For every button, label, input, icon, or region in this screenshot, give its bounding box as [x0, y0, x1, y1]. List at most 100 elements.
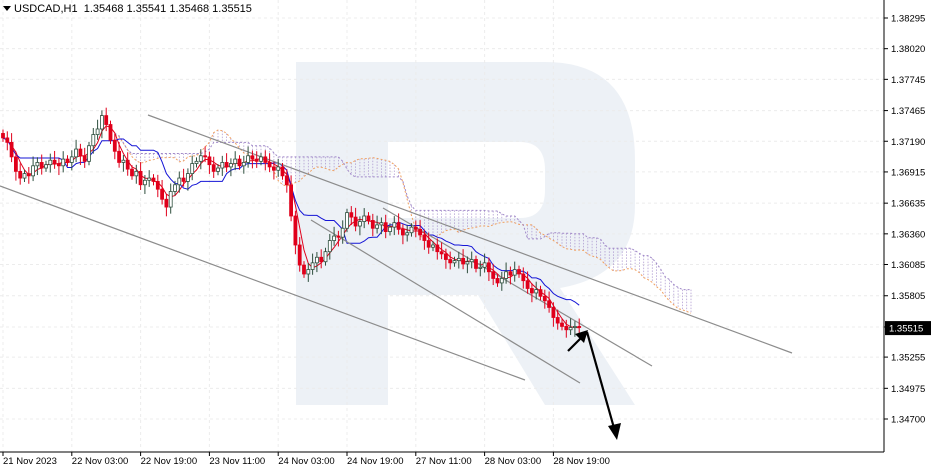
forecast-arrowhead-down [608, 423, 621, 440]
candle-body [57, 163, 61, 167]
candle-body [130, 168, 134, 177]
candle-body [31, 165, 36, 177]
candle-body [388, 226, 392, 233]
trend-line [382, 207, 653, 367]
x-tick-label: 24 Nov 19:00 [347, 456, 404, 467]
x-tick-label: 28 Nov 19:00 [553, 456, 610, 467]
candlestick-series [1, 107, 582, 338]
candle-body [448, 259, 453, 264]
candle-body [478, 266, 483, 269]
y-tick-label: 1.36915 [891, 167, 925, 178]
candle-body [276, 166, 281, 171]
y-tick-label: 1.36360 [891, 229, 925, 240]
candle-body [314, 256, 319, 264]
trend-line [0, 185, 526, 381]
candle-body [310, 262, 315, 270]
candle-body [332, 235, 337, 241]
candle-body [125, 159, 130, 170]
candle-body [254, 158, 259, 162]
candle-body [564, 326, 569, 331]
candle-body [405, 232, 410, 236]
candle-body [267, 162, 272, 168]
ichimoku-cloud [114, 129, 692, 314]
x-tick-label: 24 Nov 03:00 [278, 456, 335, 467]
candle-body [138, 170, 143, 186]
candle-body [112, 139, 117, 152]
candle-body [517, 269, 521, 275]
candle-body [486, 262, 491, 273]
candle-body [44, 164, 48, 169]
candle-body [323, 251, 328, 263]
candle-body [61, 158, 66, 167]
candle-body [237, 158, 242, 167]
candle-body [203, 155, 208, 158]
candle-body [151, 177, 156, 182]
y-tick-label: 1.37465 [891, 106, 925, 117]
candle-body [465, 261, 470, 265]
candle-body [568, 327, 573, 331]
candle-body [435, 244, 440, 253]
y-tick-label: 1.35805 [891, 291, 925, 302]
candle-body [284, 175, 289, 186]
x-tick-label: 23 Nov 11:00 [209, 456, 265, 467]
candle-body [413, 226, 418, 230]
candle-body [173, 184, 177, 192]
candle-body [495, 278, 500, 284]
candle-body [224, 162, 229, 168]
forecast-arrows [567, 330, 621, 440]
candle-body [431, 244, 435, 248]
candle-body [577, 326, 582, 328]
candle-body [147, 177, 152, 181]
candle-body [5, 137, 10, 143]
candle-body [508, 271, 513, 276]
candle-body [426, 240, 431, 248]
chart-header: USDCAD,H1 1.35468 1.35541 1.35468 1.3551… [3, 3, 252, 15]
candle-body [375, 224, 380, 229]
candle-body [65, 158, 70, 163]
candle-body [246, 155, 251, 163]
candle-body [504, 271, 509, 279]
x-tick-label: 28 Nov 03:00 [485, 456, 542, 467]
candle-body [18, 170, 23, 179]
candle-body [482, 262, 487, 268]
candle-body [379, 222, 384, 226]
candle-body [168, 191, 173, 208]
candle-body [26, 173, 31, 177]
candle-body [370, 220, 375, 229]
candle-body [69, 156, 74, 163]
trend-line [310, 219, 581, 384]
candle-body [198, 155, 203, 162]
candle-body [297, 244, 302, 266]
candle-body [241, 162, 246, 167]
candle-body [207, 156, 212, 166]
y-tick-label: 1.37190 [891, 137, 925, 148]
candle-body [521, 273, 526, 282]
candle-body [530, 288, 534, 294]
candle-body [547, 300, 551, 308]
trend-channel-lines [0, 114, 793, 384]
chart-symbol: USDCAD,H1 [14, 3, 78, 15]
candle-body [271, 166, 276, 171]
price-tag-label: 1.35515 [889, 324, 923, 335]
candle-body [91, 134, 96, 147]
candle-body [104, 115, 109, 125]
candle-body [190, 163, 195, 175]
candle-body [319, 256, 324, 263]
candle-body [220, 162, 225, 169]
chart-ohlc: 1.35468 1.35541 1.35468 1.35515 [83, 3, 252, 15]
candle-body [512, 269, 517, 276]
candle-body [538, 289, 543, 297]
y-tick-label: 1.34975 [891, 384, 925, 395]
candle-body [383, 222, 388, 233]
candle-body [327, 240, 332, 253]
senkou-span-a [114, 129, 692, 314]
candle-body [121, 159, 126, 163]
collapse-triangle-icon[interactable] [3, 6, 11, 11]
candle-body [228, 163, 233, 168]
candle-body [155, 181, 160, 190]
x-tick-label: 22 Nov 03:00 [72, 456, 129, 467]
x-tick-label: 27 Nov 11:00 [416, 456, 472, 467]
candle-body [542, 295, 547, 302]
